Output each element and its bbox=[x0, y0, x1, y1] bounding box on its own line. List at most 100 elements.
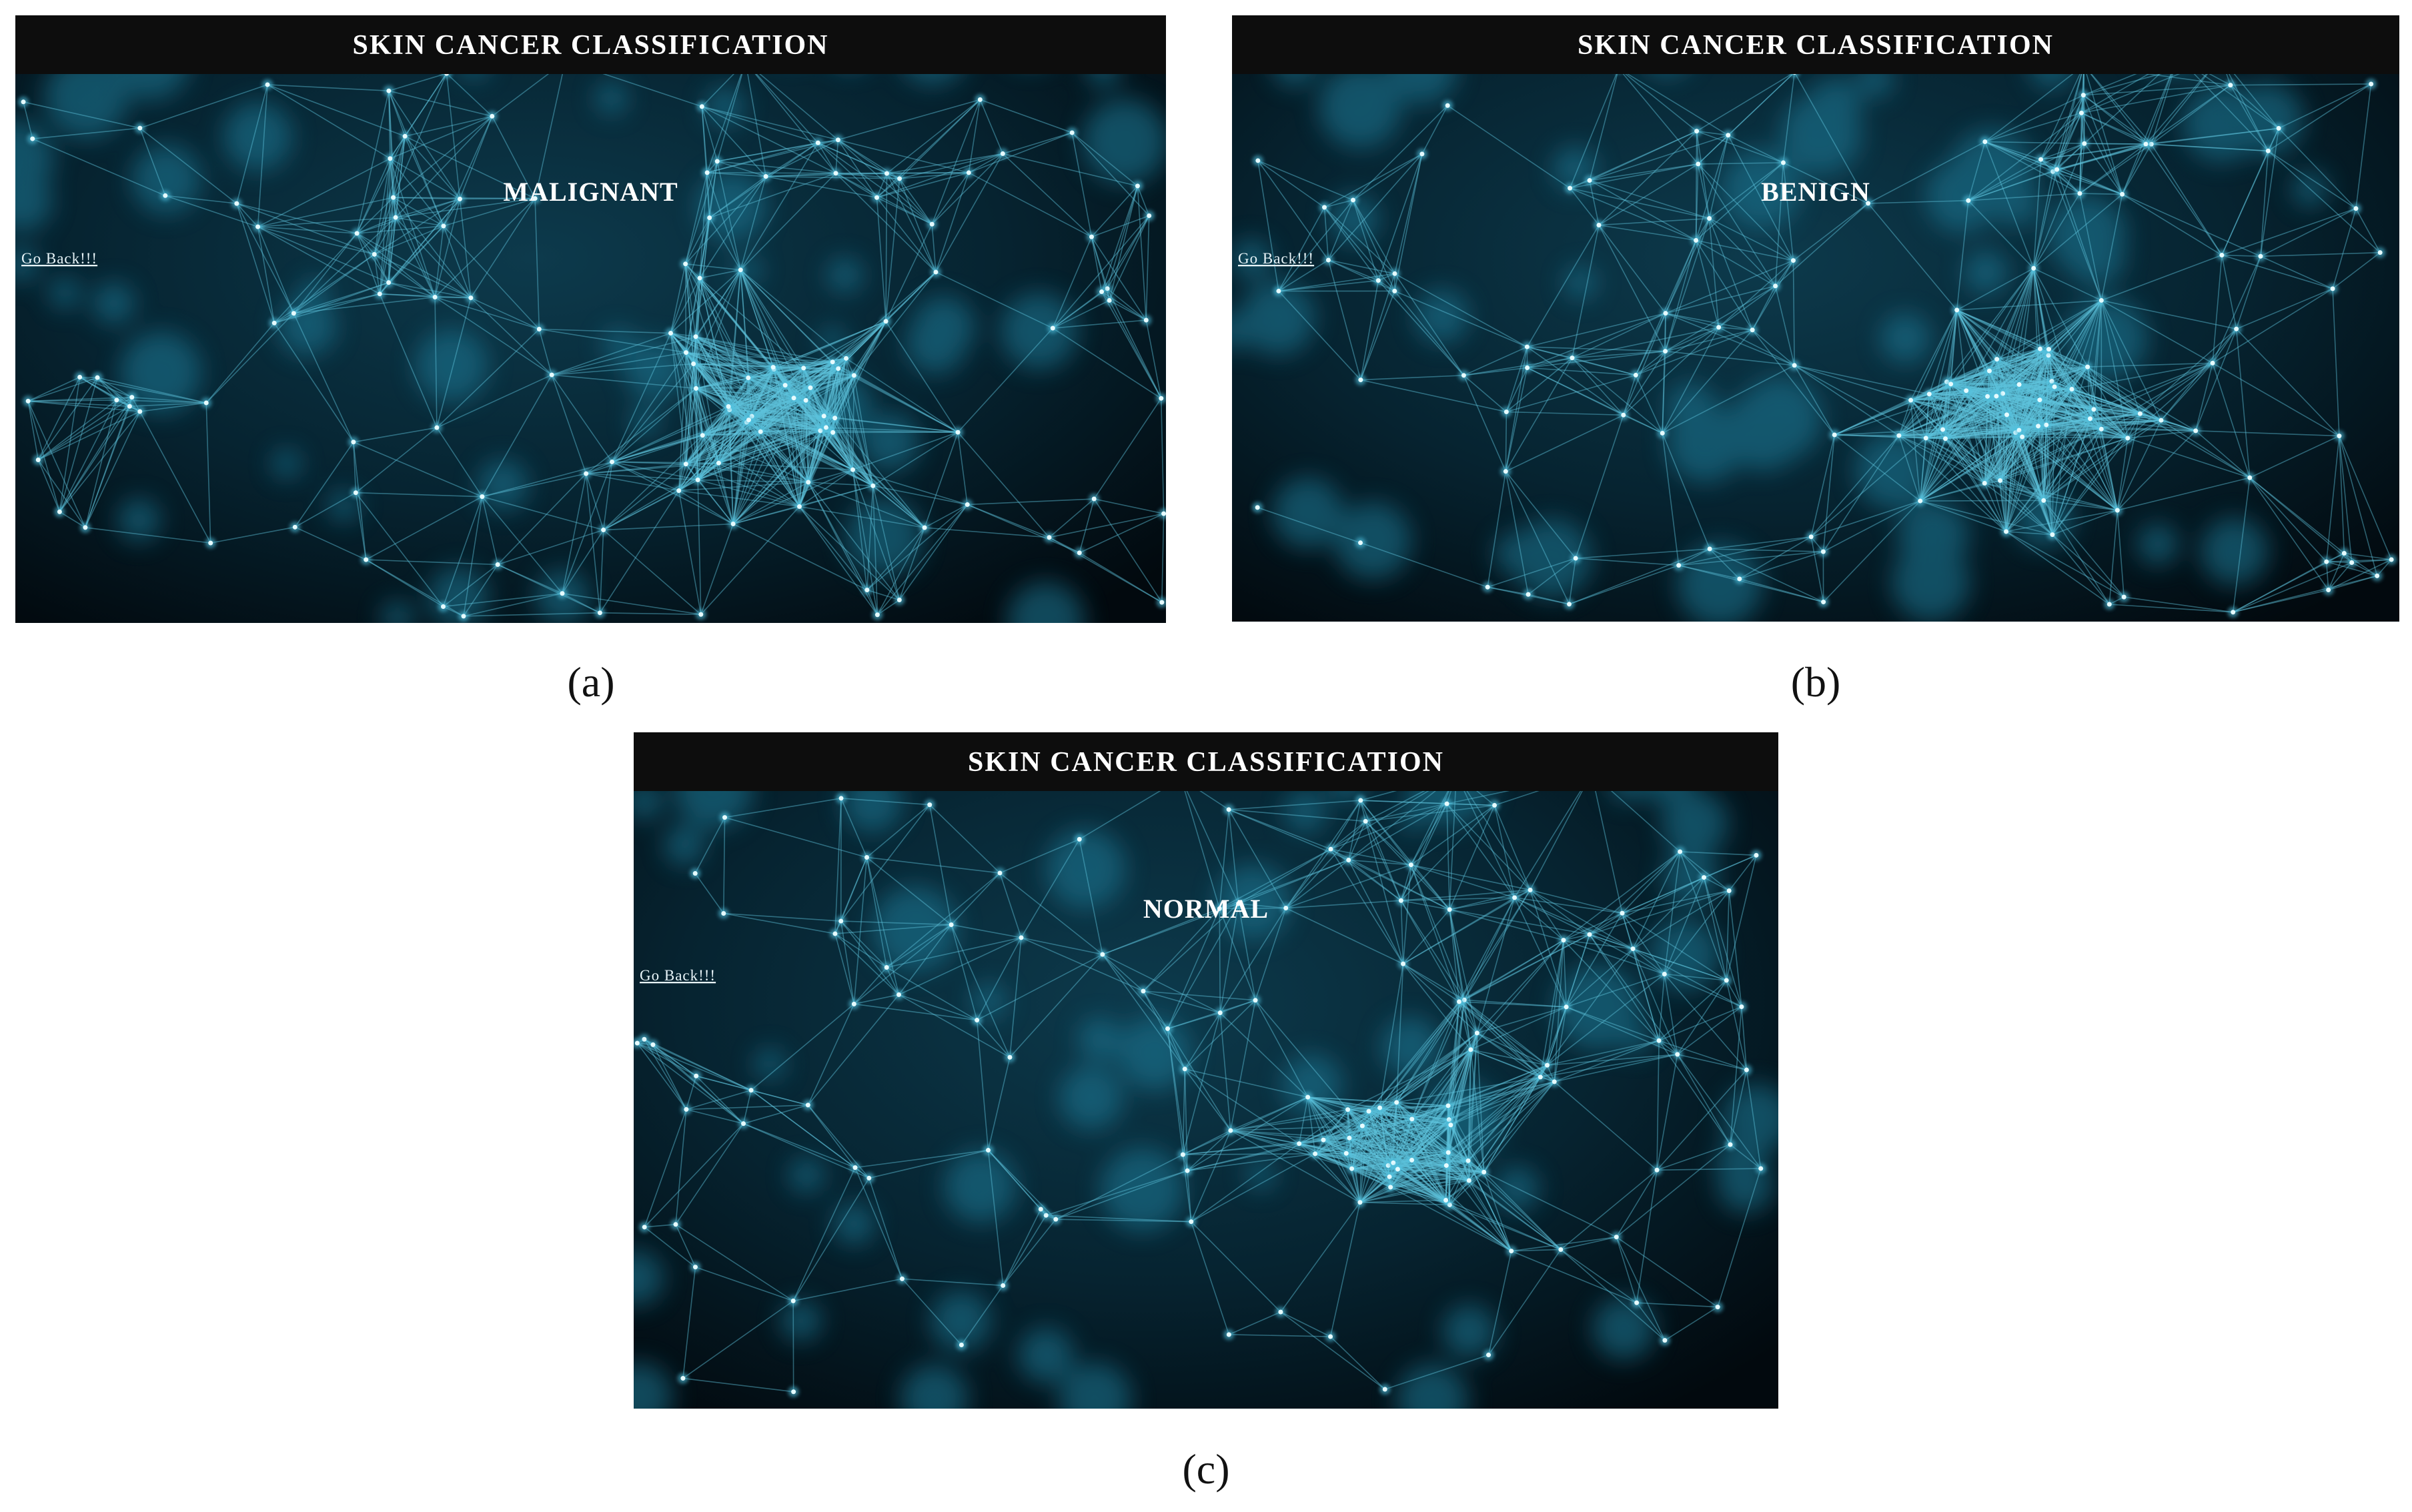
network-edge bbox=[1107, 185, 1139, 289]
network-edge bbox=[1403, 963, 1465, 1000]
network-edge bbox=[823, 361, 833, 416]
network-edge bbox=[2151, 127, 2279, 145]
network-edge bbox=[1143, 990, 1256, 1001]
network-node bbox=[1503, 409, 1509, 414]
network-edge bbox=[1447, 1001, 1460, 1106]
network-edge bbox=[1505, 414, 1624, 472]
network-edge bbox=[1569, 564, 1679, 605]
network-edge bbox=[611, 352, 687, 462]
network-edge bbox=[1989, 370, 2052, 382]
network-edge bbox=[699, 277, 774, 368]
network-node bbox=[2258, 253, 2263, 259]
network-edge bbox=[728, 398, 794, 408]
network-edge bbox=[773, 369, 824, 417]
network-edge bbox=[434, 296, 552, 375]
network-node bbox=[1358, 377, 1363, 383]
network-edge bbox=[784, 385, 821, 432]
network-node bbox=[1744, 1067, 1749, 1072]
network-edge bbox=[1996, 366, 2088, 397]
network-edge bbox=[1925, 396, 1997, 439]
network-edge bbox=[1449, 909, 1471, 1050]
network-edge bbox=[835, 173, 937, 273]
network-edge bbox=[59, 377, 81, 512]
network-edge bbox=[2014, 355, 2049, 433]
network-edge bbox=[702, 361, 833, 436]
network-edge bbox=[686, 1104, 808, 1110]
network-edge bbox=[898, 924, 952, 995]
network-edge bbox=[1447, 1076, 1541, 1153]
network-edge bbox=[1394, 290, 1465, 376]
network-edge bbox=[1527, 312, 1666, 369]
network-edge bbox=[1467, 1081, 1555, 1161]
network-edge bbox=[760, 400, 806, 432]
network-edge bbox=[1834, 434, 1899, 436]
network-node bbox=[1481, 1169, 1487, 1175]
network-node bbox=[1159, 396, 1164, 401]
network-edge bbox=[678, 416, 752, 492]
network-edge bbox=[374, 253, 436, 298]
network-node bbox=[1567, 602, 1572, 607]
network-edge bbox=[599, 530, 604, 613]
network-edge bbox=[686, 351, 794, 399]
network-edge bbox=[1447, 1105, 1485, 1173]
network-edge bbox=[2260, 251, 2381, 257]
network-edge bbox=[1397, 1169, 1512, 1252]
network-edge bbox=[1966, 384, 2020, 392]
network-node bbox=[1918, 498, 1923, 504]
go-back-link[interactable]: Go Back!!! bbox=[1238, 250, 1314, 267]
network-node bbox=[1573, 556, 1578, 561]
network-edge bbox=[1351, 1169, 1361, 1203]
network-edge bbox=[446, 73, 461, 199]
network-edge bbox=[1984, 482, 2118, 511]
network-edge bbox=[2005, 430, 2020, 532]
network-edge bbox=[1999, 384, 2020, 481]
network-edge bbox=[1351, 1165, 1389, 1170]
network-edge bbox=[1447, 1105, 1469, 1161]
network-edge bbox=[2260, 128, 2279, 257]
network-edge bbox=[1049, 498, 1095, 538]
network-edge bbox=[1928, 394, 1985, 484]
network-edge bbox=[1395, 964, 1404, 1102]
network-edge bbox=[2039, 348, 2052, 382]
network-edge bbox=[2018, 268, 2034, 385]
go-back-link[interactable]: Go Back!!! bbox=[640, 967, 716, 984]
network-node bbox=[1000, 151, 1005, 156]
network-edge bbox=[807, 427, 827, 483]
network-edge bbox=[2043, 500, 2125, 598]
network-edge bbox=[1929, 394, 2038, 427]
network-edge bbox=[1079, 552, 1163, 603]
network-edge bbox=[1458, 889, 1531, 1002]
network-edge bbox=[902, 1278, 1003, 1287]
network-edge bbox=[670, 332, 750, 421]
network-edge bbox=[586, 463, 686, 474]
glow-blob bbox=[1381, 1016, 1441, 1077]
network-edge bbox=[748, 367, 838, 379]
network-node bbox=[1217, 906, 1222, 911]
network-edge bbox=[765, 139, 838, 177]
network-edge bbox=[1003, 1219, 1057, 1286]
network-edge bbox=[1968, 112, 2082, 201]
network-edge bbox=[718, 430, 821, 464]
network-edge bbox=[2048, 349, 2094, 410]
network-edge bbox=[1942, 396, 1988, 430]
network-edge bbox=[1984, 65, 2084, 143]
network-edge bbox=[1348, 859, 1401, 901]
network-edge bbox=[356, 233, 436, 298]
network-edge bbox=[798, 427, 827, 507]
page-title: SKIN CANCER CLASSIFICATION bbox=[352, 30, 828, 61]
glow-blob bbox=[1078, 1018, 1121, 1061]
go-back-link[interactable]: Go Back!!! bbox=[21, 250, 97, 267]
network-edge bbox=[2056, 65, 2084, 170]
network-edge bbox=[1752, 260, 1794, 331]
network-edge bbox=[294, 526, 367, 560]
network-node bbox=[1395, 1167, 1400, 1172]
network-node bbox=[1474, 1030, 1479, 1036]
network-edge bbox=[1102, 908, 1220, 955]
network-edge bbox=[1403, 963, 1477, 1034]
network-edge bbox=[2022, 418, 2090, 438]
network-edge bbox=[748, 357, 846, 421]
network-edge bbox=[773, 369, 827, 428]
network-edge bbox=[1447, 1000, 1465, 1106]
